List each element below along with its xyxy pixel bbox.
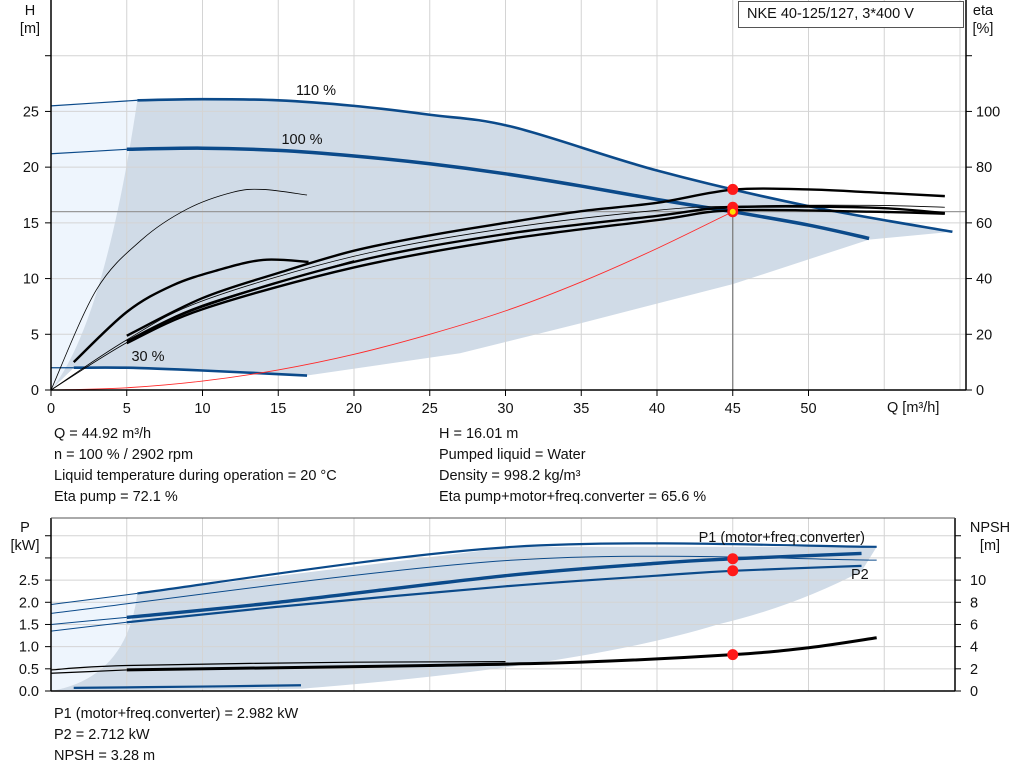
legend-box: NKE 40-125/127, 3*400 V [738,1,964,28]
x-tick-label: 50 [800,401,816,417]
y2-tick-label: 20 [976,327,992,343]
y2-tick-label: 80 [976,160,992,176]
info-temp: Liquid temperature during operation = 20… [54,468,337,484]
duty-point-marker [727,183,739,195]
eta-curve-10 [126,205,945,343]
y-axis-label: [m] [20,21,40,37]
y2-tick-label: 0 [976,383,984,399]
duty-point-marker-center [727,206,738,217]
y2-tick-label: 100 [976,104,1000,120]
label-30-percent: 30 % [131,349,164,365]
eta-thin-curve-7 [50,188,308,391]
p-axis-label: [kW] [11,538,40,554]
label-110-percent: 110 % [296,83,336,99]
eta-curve-8 [126,187,945,337]
p-axis-label: P [20,520,30,536]
power-thick-curve-3 [126,551,862,620]
region-light [51,593,138,691]
npsh-axis-label: [m] [980,538,1000,554]
y-tick-label: 15 [23,216,39,232]
system-curve-13 [50,211,733,391]
eta-thin-curve-12 [50,260,355,391]
info-npsh: NPSH = 3.28 m [54,748,156,764]
power-curve-0 [137,542,877,595]
x-tick-label: 25 [422,401,438,417]
npsh-thin-curve-10 [50,669,127,674]
info-bottom: P1 (motor+freq.converter) = 2.982 kW P2 … [54,704,298,767]
npsh-axis-label: NPSH [970,520,1010,536]
pump-title: NKE 40-125/127, 3*400 V [747,6,914,22]
x-tick-label: 5 [123,401,131,417]
head-curve-2 [126,146,870,241]
x-tick-label: 10 [194,401,210,417]
head-curve-0 [137,97,953,234]
npsh-tick-label: 0 [970,684,978,700]
info-p2: P2 = 2.712 kW [54,727,150,743]
head-ext-curve-3 [50,148,127,155]
info-q: Q = 44.92 m³/h [54,426,152,442]
panel-1 [50,518,955,692]
x-tick-label: 45 [725,401,741,417]
y2-axis-label: eta [973,3,994,19]
info-liquid: Pumped liquid = Water [439,447,586,463]
info-n: n = 100 % / 2902 rpm [54,447,194,463]
duty-point-marker [727,649,739,661]
power-ext-curve-6 [50,621,127,632]
info-left: Q = 44.92 m³/h n = 100 % / 2902 rpm Liqu… [54,424,337,508]
eta-curve-6 [72,258,309,364]
npsh-tick-label: 2 [970,662,978,678]
x-axis-label: Q [m³/h] [887,400,939,416]
eta-curve-11 [126,208,945,345]
label-p2: P2 [851,567,869,583]
y-axis-label: H [25,3,35,19]
y-tick-label: 5 [31,327,39,343]
region-light [51,100,138,391]
npsh-curve-8 [126,636,877,672]
y-tick-label: 25 [23,104,39,120]
y-tick-label: 10 [23,272,39,288]
p-tick-label: 2.5 [19,573,39,589]
y2-axis-label: [%] [973,21,994,37]
duty-point-marker [727,565,739,577]
x-tick-label: 30 [497,401,513,417]
y2-tick-label: 40 [976,272,992,288]
region-operating [51,99,953,391]
info-h: H = 16.01 m [439,426,519,442]
info-eta-total: Eta pump+motor+freq.converter = 65.6 % [439,489,707,505]
npsh-tick-label: 6 [970,617,978,633]
power-curve-5 [126,564,862,624]
power-curve-7 [73,684,301,689]
power-ext-curve-1 [50,592,138,605]
npsh-tick-label: 4 [970,640,978,656]
npsh-tick-label: 10 [970,573,986,589]
info-eta-pump: Eta pump = 72.1 % [54,489,178,505]
region-operating [51,546,877,691]
x-tick-label: 15 [270,401,286,417]
label-100-percent: 100 % [281,132,322,148]
x-tick-label: 40 [649,401,665,417]
npsh-tick-label: 8 [970,595,978,611]
p-tick-label: 0.0 [19,684,39,700]
npsh-thin-curve-9 [50,661,506,671]
duty-point-marker [727,553,739,565]
head-curve-4 [73,366,308,377]
info-right: H = 16.01 m Pumped liquid = Water Densit… [439,424,706,508]
y2-tick-label: 60 [976,216,992,232]
head-ext-curve-1 [50,99,138,107]
power-ext-curve-4 [50,616,127,625]
p-tick-label: 2.0 [19,595,39,611]
info-density: Density = 998.2 kg/m³ [439,468,581,484]
x-tick-label: 20 [346,401,362,417]
info-p1: P1 (motor+freq.converter) = 2.982 kW [54,706,299,722]
y-tick-label: 0 [31,383,39,399]
x-tick-label: 35 [573,401,589,417]
label-p1: P1 (motor+freq.converter) [699,530,865,546]
p-tick-label: 0.5 [19,662,39,678]
p-tick-label: 1.5 [19,617,39,633]
panel-0 [50,0,966,391]
y-tick-label: 20 [23,160,39,176]
p-tick-label: 1.0 [19,640,39,656]
x-tick-label: 0 [47,401,55,417]
